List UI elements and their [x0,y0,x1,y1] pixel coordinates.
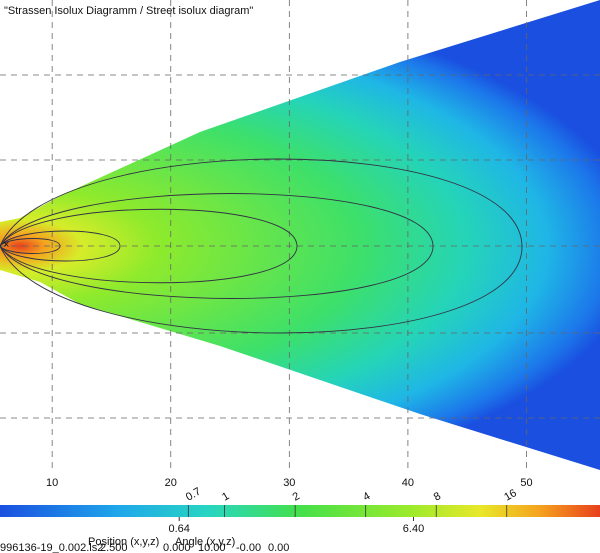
contour-label: 16 [502,487,519,504]
footer-value: 0.00 [268,542,289,553]
contour [0,230,121,262]
colorbar-label: 0.64 [168,523,189,535]
colorbar [0,505,600,517]
x-tick-label: 50 [520,477,532,489]
contour [0,193,434,299]
x-tick-label: 30 [283,477,295,489]
x-tick-label: 10 [46,477,58,489]
footer-angle: Angle (x,y,z) [175,536,235,548]
contour [0,158,523,334]
source-marker: × [3,239,9,251]
chart-title: "Strassen Isolux Diagramm / Street isolu… [4,5,253,17]
footer-value: 2.500 [100,542,128,553]
contour-label: 0.7 [184,486,203,504]
contour-label: 2 [291,490,302,503]
footer-value: 10.00 [198,542,226,553]
contour-label: 4 [361,490,372,503]
x-tick-label: 40 [402,477,414,489]
colorbar-label: 6.40 [403,523,424,535]
footer-value: -0.00 [236,542,261,553]
contour [0,238,61,254]
footer-position: Position (x,y,z) [88,536,159,548]
grid [0,0,600,470]
footer-value: 0.000 [163,542,191,553]
footer-file: 996136-19_0.002.ls2 [0,542,103,553]
contour-label: 8 [432,490,443,503]
contour-label: 1 [220,490,231,503]
contours [0,158,523,334]
contour [0,208,298,284]
x-tick-label: 20 [165,477,177,489]
isolux-field [0,0,600,470]
